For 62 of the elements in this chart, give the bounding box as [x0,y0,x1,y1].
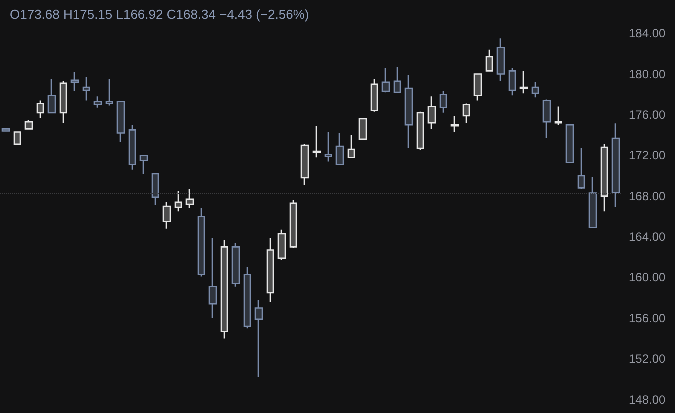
candlestick [440,90,448,114]
candlestick [474,74,482,102]
candlestick [208,237,218,320]
candlestick [566,123,574,164]
candlestick [82,76,90,102]
candlestick [520,70,528,94]
candlestick [244,266,252,330]
candlestick [578,148,586,190]
candlestick [24,119,34,130]
candlestick [266,237,274,303]
candlestick [290,200,298,249]
candlestick [336,132,344,166]
candlestick [94,96,102,108]
candlestick [600,144,608,212]
candlestick [348,134,356,158]
candlestick [140,154,148,175]
candlestick [106,78,114,106]
candlestick [394,66,402,94]
candlestick [60,80,68,124]
candlestick [496,38,506,82]
candlestick [162,202,172,230]
candlestick [542,99,552,139]
y-tick-label: 172.00 [629,148,666,163]
candlestick [462,103,470,124]
y-tick-label: 160.00 [629,270,666,285]
candlestick [300,144,310,186]
candlestick [48,78,56,114]
candlestick [14,132,22,146]
candlestick [254,299,264,378]
y-tick-label: 164.00 [629,230,666,244]
candlestick [324,132,332,162]
candlestick [416,111,424,152]
candlestick [186,188,194,210]
candlestick [508,68,516,96]
y-tick-label: 168.00 [629,189,666,204]
candlestick [278,229,286,262]
y-tick-label: 184.00 [629,26,666,41]
y-tick-label: 176.00 [629,108,666,122]
candlestick [232,242,240,288]
candlestick [358,118,368,140]
candlestick [70,72,80,92]
candlestick [404,74,414,150]
candlestick [198,208,206,278]
candlestick [450,115,460,133]
candlestick [312,125,322,158]
candlestick [532,82,540,98]
candlestick [554,106,562,126]
candlestick [36,100,44,119]
candlestick [382,68,390,94]
candlestick [2,128,10,132]
candlestick [428,96,436,130]
candlestick [128,124,136,171]
candlestick [116,101,126,144]
y-tick-label: 156.00 [629,311,666,326]
candlestick [486,49,494,72]
y-tick-label: 152.00 [629,352,666,366]
candlestick [174,190,182,212]
y-tick-label: 180.00 [629,67,666,82]
candlestick [220,239,228,340]
candlestick [370,78,378,113]
y-tick-label: 148.00 [629,392,666,407]
text: O173.68 H175.15 L166.92 C168.34 −4.43 (−2.56%) [10,7,310,22]
